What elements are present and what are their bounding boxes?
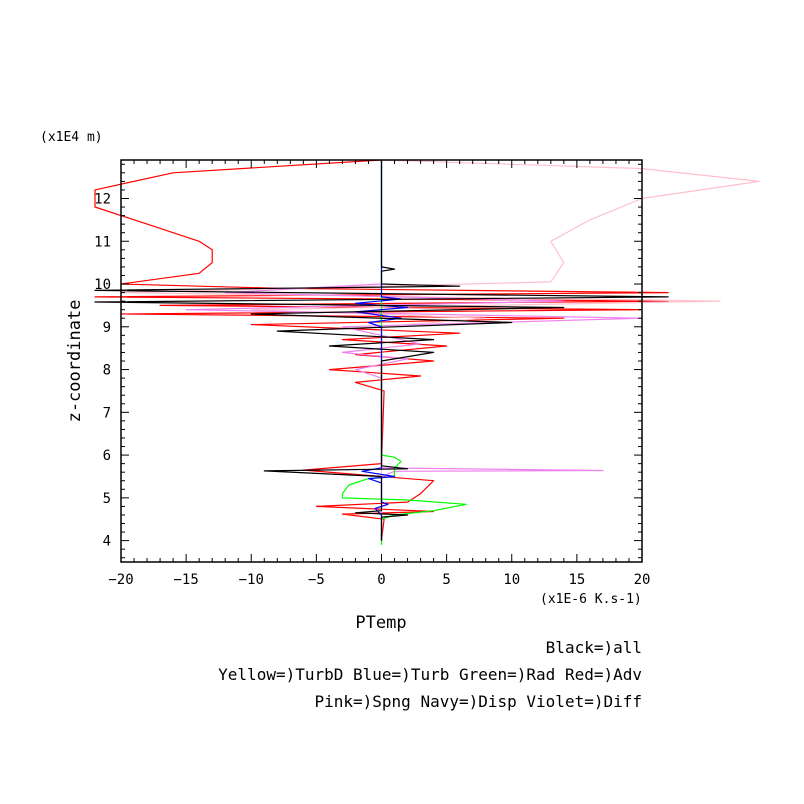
x-tick-label: 5 bbox=[442, 572, 450, 588]
y-tick-label: 9 bbox=[103, 320, 111, 336]
series-line-rad bbox=[341, 160, 467, 545]
x-tick-label: −20 bbox=[108, 572, 133, 588]
y-tick-label: 6 bbox=[103, 448, 111, 464]
tick-layer bbox=[120, 160, 643, 562]
series-line-all bbox=[94, 160, 669, 541]
x-tick-label: 20 bbox=[634, 572, 651, 588]
y-unit-label: (x1E4 m) bbox=[40, 130, 103, 145]
y-tick-label: 8 bbox=[103, 363, 111, 379]
series-line-spng bbox=[120, 160, 760, 541]
y-tick-label: 10 bbox=[94, 277, 111, 293]
y-tick-label: 5 bbox=[103, 491, 111, 507]
series-layer bbox=[94, 160, 760, 545]
legend-line-3: Pink=)Spng Navy=)Disp Violet=)Diff bbox=[314, 692, 642, 711]
x-tick-label: 15 bbox=[568, 572, 585, 588]
x-tick-label: 0 bbox=[377, 572, 385, 588]
legend-line-1: Black=)all bbox=[546, 638, 642, 657]
y-tick-label: 7 bbox=[103, 405, 111, 421]
x-tick-label: −15 bbox=[173, 572, 198, 588]
y-tick-label: 11 bbox=[94, 234, 111, 250]
series-line-turb bbox=[354, 160, 409, 541]
series-line-diff bbox=[185, 160, 643, 541]
legend-line-2: Yellow=)TurbD Blue=)Turb Green=)Rad Red=… bbox=[218, 665, 642, 684]
x-unit-label: (x1E-6 K.s-1) bbox=[540, 592, 642, 607]
y-tick-label: 12 bbox=[94, 191, 111, 207]
series-line-adv bbox=[94, 160, 669, 541]
y-axis-title: z-coordinate bbox=[65, 300, 85, 423]
x-tick-label: −10 bbox=[239, 572, 264, 588]
label-layer: −20 −15 −10 −5 0 5 10 15 20 4 5 6 7 8 9 10 11 12 bbox=[94, 191, 650, 588]
x-axis-title: PTemp bbox=[355, 613, 406, 633]
x-tick-label: 10 bbox=[503, 572, 520, 588]
x-tick-label: −5 bbox=[308, 572, 325, 588]
y-tick-label: 4 bbox=[103, 534, 111, 550]
